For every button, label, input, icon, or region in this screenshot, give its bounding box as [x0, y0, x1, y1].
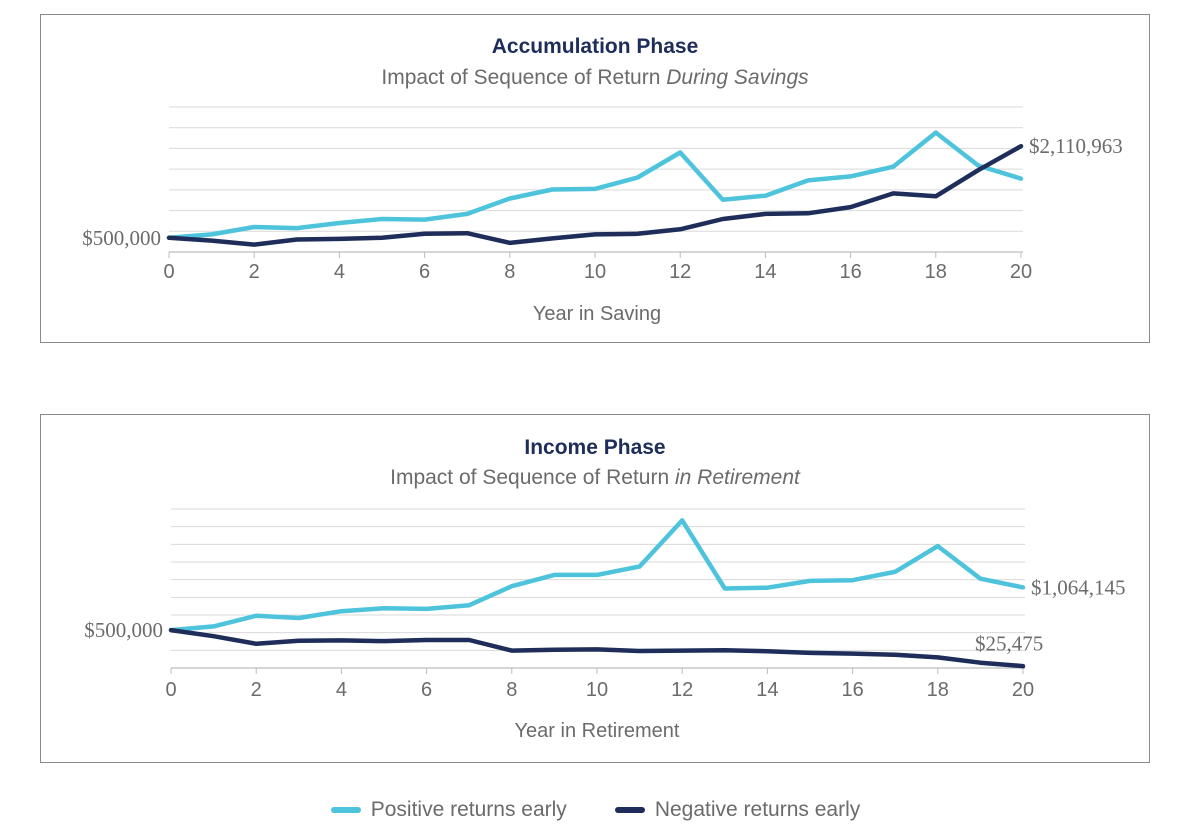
x-tick-label: 8	[504, 261, 515, 283]
chart-legend: Positive returns early Negative returns …	[0, 795, 1191, 825]
x-tick-label: 14	[754, 261, 776, 283]
x-tick-label: 8	[506, 679, 517, 701]
legend-swatch-negative	[614, 807, 645, 813]
x-tick-label: 10	[584, 261, 606, 283]
x-tick-label: 20	[1012, 679, 1034, 701]
legend-item-positive: Positive returns early	[330, 798, 567, 822]
series-line-positive	[166, 130, 1024, 241]
start-value-label: $500,000	[82, 226, 161, 250]
x-tick-label: 2	[249, 261, 260, 283]
legend-swatch-positive	[330, 807, 361, 813]
x-tick-label: 18	[925, 261, 947, 283]
end-value-label: $2,110,963	[1029, 134, 1123, 158]
start-value-label: $500,000	[84, 618, 163, 642]
series-line-positive	[168, 518, 1026, 633]
chart-subtitle: Impact of Sequence of Return in Retireme…	[390, 466, 801, 489]
legend-label-negative: Negative returns early	[654, 798, 861, 821]
chart-subtitle-prefix: Impact of Sequence of Return	[381, 66, 666, 89]
x-tick-label: 0	[163, 261, 174, 283]
end-value-label-negative: $25,475	[975, 632, 1043, 656]
x-tick-label: 16	[839, 261, 861, 283]
series-line-negative	[166, 143, 1024, 247]
chart-title: Income Phase	[524, 436, 665, 459]
x-tick-label: 10	[586, 679, 608, 701]
legend-item-negative: Negative returns early	[614, 798, 861, 822]
chart-subtitle-prefix: Impact of Sequence of Return	[390, 466, 675, 489]
x-tick-label: 20	[1010, 261, 1032, 283]
series-line-negative	[168, 627, 1026, 669]
end-value-label: $1,064,145	[1031, 575, 1126, 599]
legend-label-positive: Positive returns early	[370, 798, 567, 821]
x-tick-label: 12	[671, 679, 693, 701]
x-axis-label: Year in Saving	[533, 303, 661, 325]
chart-title: Accumulation Phase	[492, 35, 699, 58]
x-tick-label: 6	[421, 679, 432, 701]
chart-subtitle: Impact of Sequence of Return During Savi…	[381, 66, 809, 89]
x-tick-label: 2	[251, 679, 262, 701]
x-tick-label: 4	[336, 679, 347, 701]
x-axis-label: Year in Retirement	[515, 720, 680, 742]
chart-subtitle-emphasis: During Savings	[666, 66, 809, 89]
x-tick-label: 0	[165, 679, 176, 701]
x-tick-label: 18	[927, 679, 949, 701]
x-tick-label: 4	[334, 261, 345, 283]
income-chart: Income Phase Impact of Sequence of Return…	[84, 436, 1126, 742]
income-chart-panel: Income Phase Impact of Sequence of Return…	[40, 414, 1150, 763]
accumulation-chart: Accumulation Phase Impact of Sequence of …	[82, 35, 1123, 325]
accumulation-chart-panel: Accumulation Phase Impact of Sequence of …	[40, 14, 1150, 343]
x-tick-label: 14	[756, 679, 778, 701]
x-tick-label: 16	[841, 679, 863, 701]
chart-subtitle-emphasis: in Retirement	[675, 466, 801, 489]
x-tick-label: 12	[669, 261, 691, 283]
x-tick-label: 6	[419, 261, 430, 283]
